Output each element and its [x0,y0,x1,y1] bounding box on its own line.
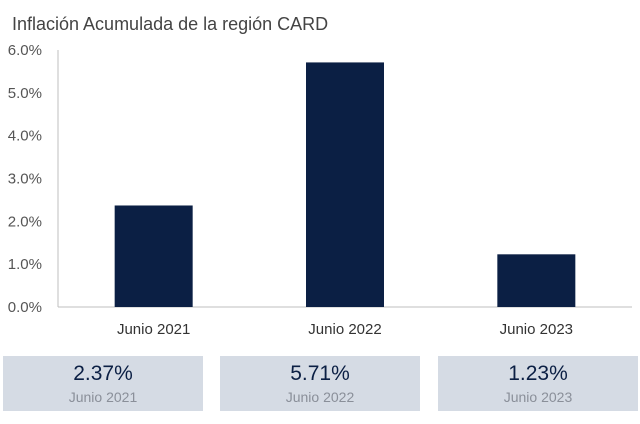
card-label: Junio 2021 [68,389,138,405]
y-tick-label: 0.0% [8,299,42,316]
card-label: Junio 2022 [285,389,355,405]
summary-card-2023: 1.23% Junio 2023 [438,356,638,411]
bar-0 [114,205,193,307]
summary-card-2021: 2.37% Junio 2021 [3,356,203,411]
card-value: 2.37% [73,362,133,385]
x-tick-label: Junio 2021 [117,321,190,338]
y-axis: 0.0% 1.0% 2.0% 3.0% 4.0% 5.0% 6.0% [8,42,42,316]
summary-card-2022: 5.71% Junio 2022 [220,356,420,411]
x-tick-label: Junio 2023 [500,321,573,338]
y-tick-label: 1.0% [8,256,42,273]
y-tick-label: 2.0% [8,213,42,230]
card-value: 5.71% [290,362,350,385]
y-tick-label: 4.0% [8,128,42,145]
y-tick-label: 5.0% [8,85,42,102]
bar-1 [306,62,384,308]
y-tick-label: 3.0% [8,171,42,188]
card-label: Junio 2023 [503,389,573,405]
x-tick-label: Junio 2022 [308,321,381,338]
chart-title: Inflación Acumulada de la región CARD [12,14,328,34]
bar-2 [497,254,576,307]
bars-group [114,62,576,308]
x-axis: Junio 2021 Junio 2022 Junio 2023 [117,321,573,338]
y-tick-label: 6.0% [8,42,42,59]
card-value: 1.23% [508,362,568,385]
bar-chart: Inflación Acumulada de la región CARD 0.… [8,14,632,338]
